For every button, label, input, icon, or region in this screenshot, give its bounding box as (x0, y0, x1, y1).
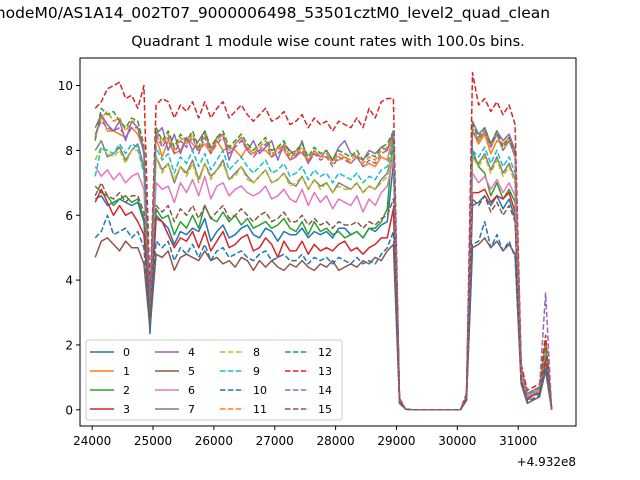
series-line-12 (94, 107, 553, 411)
series-line-15 (94, 182, 553, 411)
series-line-14 (94, 120, 553, 411)
series-lines (94, 71, 553, 411)
series-line-13 (94, 71, 553, 411)
x-offset-label: +4.932e8 (517, 455, 576, 469)
x-tick-label: 30000 (438, 434, 476, 448)
series-line-2 (94, 130, 553, 411)
legend-label-15: 15 (318, 403, 332, 416)
legend-label-0: 0 (123, 346, 130, 359)
series-line-8 (94, 146, 553, 411)
legend-label-5: 5 (188, 365, 195, 378)
chart-title: Quadrant 1 module wise count rates with … (131, 34, 525, 50)
y-tick-label: 4 (65, 274, 73, 288)
legend-label-2: 2 (123, 384, 130, 397)
x-tick-label: 26000 (195, 434, 233, 448)
legend-label-4: 4 (188, 346, 195, 359)
series-line-7 (94, 139, 553, 411)
series-line-9 (94, 139, 553, 411)
legend-label-13: 13 (318, 365, 332, 378)
y-axis-ticks: 0 2 4 6 8 10 (58, 79, 80, 417)
legend-label-14: 14 (318, 384, 332, 397)
legend-label-1: 1 (123, 365, 130, 378)
series-line-0 (94, 162, 553, 411)
x-tick-label: 29000 (377, 434, 415, 448)
x-tick-label: 25000 (134, 434, 172, 448)
legend-label-11: 11 (253, 403, 267, 416)
x-tick-label: 27000 (256, 434, 294, 448)
series-line-5 (94, 237, 553, 411)
legend-label-6: 6 (188, 384, 195, 397)
legend-label-10: 10 (253, 384, 267, 397)
legend-label-3: 3 (123, 403, 130, 416)
y-tick-label: 6 (65, 209, 73, 223)
y-tick-label: 8 (65, 144, 73, 158)
y-tick-label: 0 (65, 403, 73, 417)
legend-label-7: 7 (188, 403, 195, 416)
series-line-6 (94, 156, 553, 411)
y-tick-label: 10 (58, 79, 73, 93)
x-axis-ticks: 24000 25000 26000 27000 28000 29000 30000 31000 (73, 426, 537, 448)
x-tick-label: 28000 (317, 434, 355, 448)
figure-title: n file: modeM0/AS1A14_002T07_9000006498_… (0, 4, 551, 22)
series-line-10 (94, 214, 553, 411)
legend-label-12: 12 (318, 346, 332, 359)
legend-label-8: 8 (253, 346, 260, 359)
legend-box (85, 339, 343, 421)
series-line-11 (94, 110, 553, 411)
y-tick-label: 2 (65, 338, 73, 352)
series-line-3 (94, 188, 553, 411)
plot-frame (79, 57, 577, 427)
x-tick-label: 24000 (73, 434, 111, 448)
legend-label-9: 9 (253, 365, 260, 378)
x-tick-label: 31000 (499, 434, 537, 448)
